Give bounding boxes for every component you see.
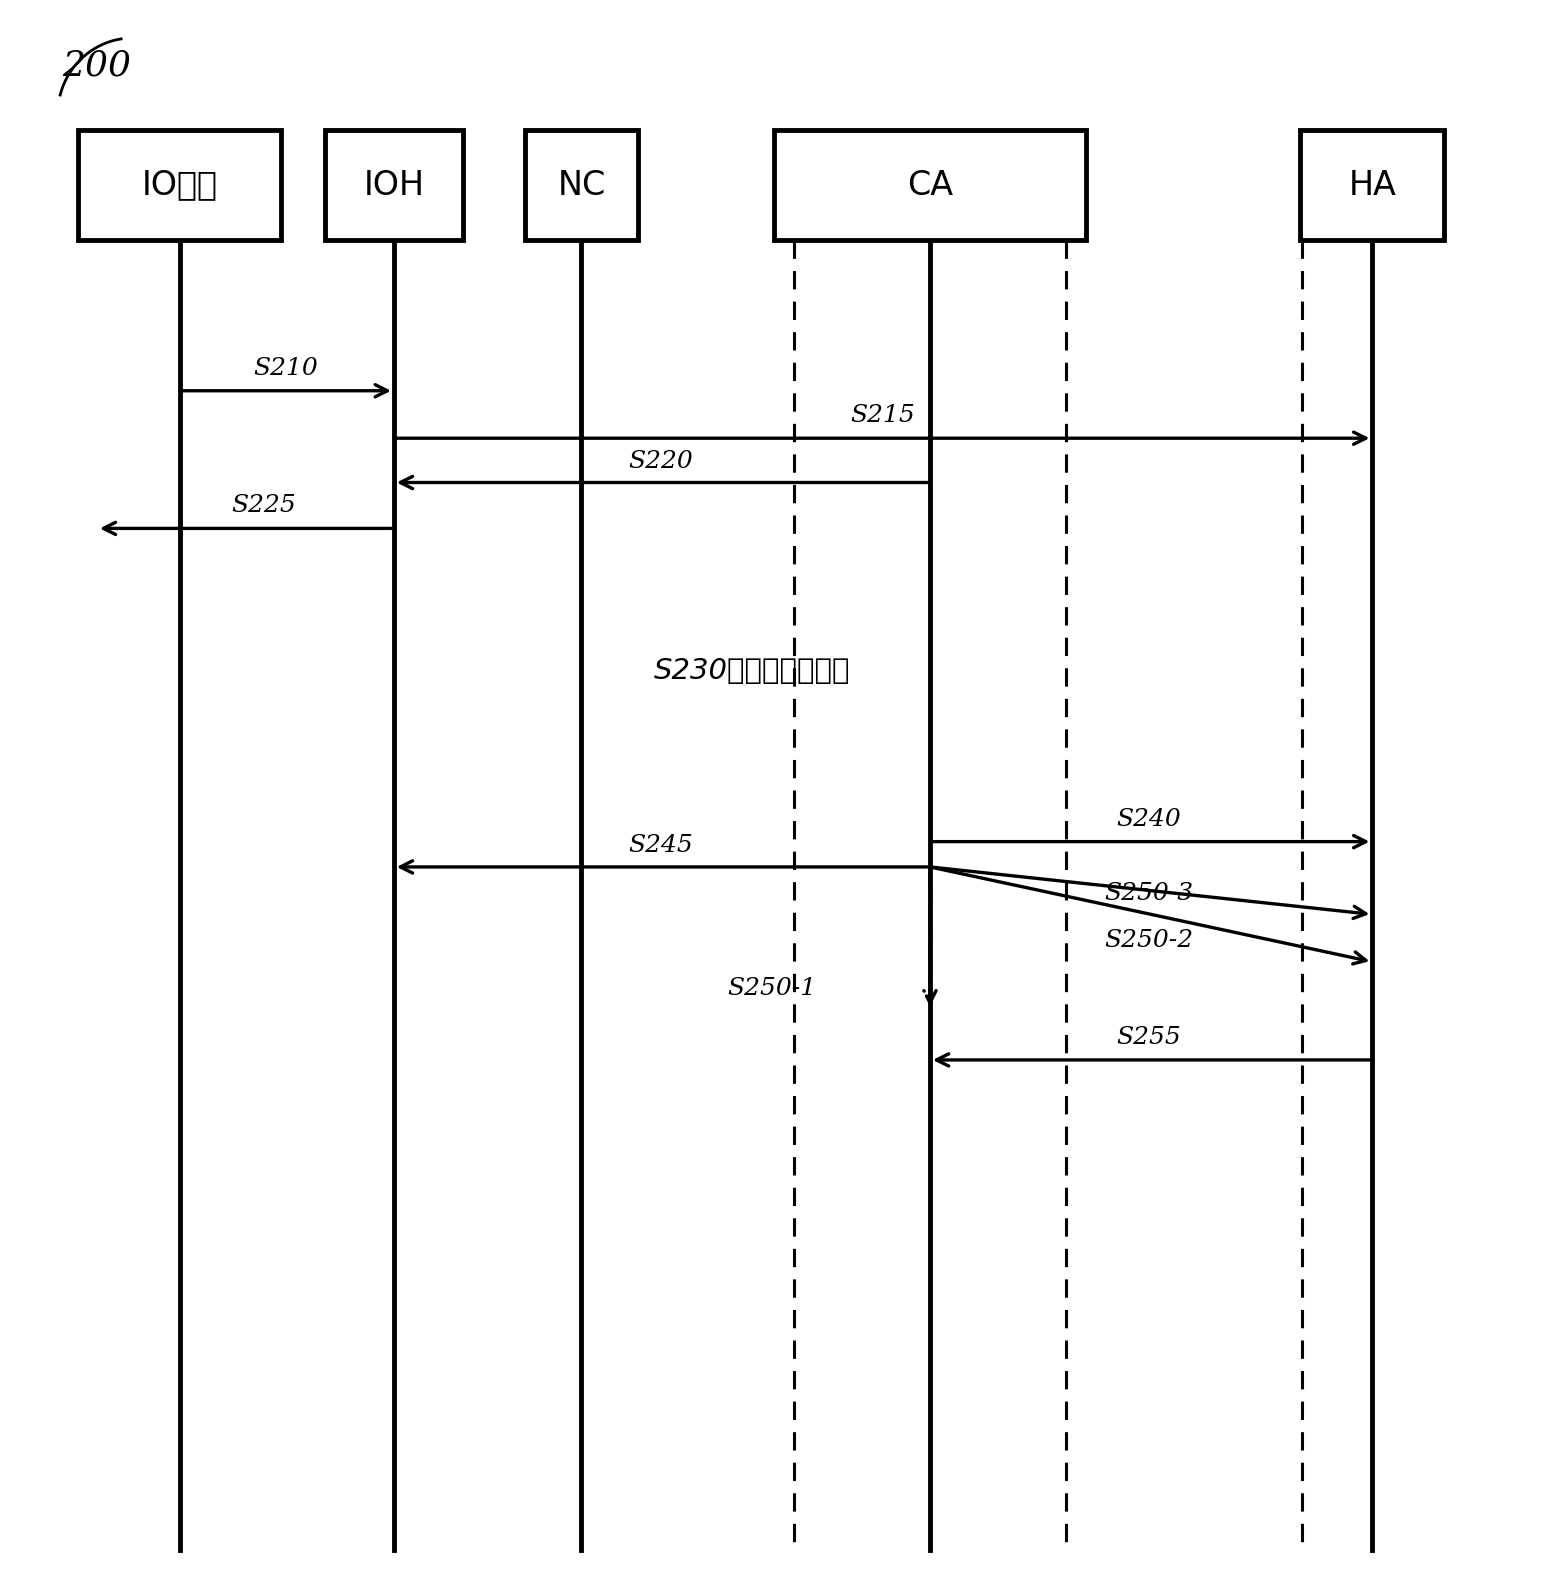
- Text: IOH: IOH: [363, 169, 425, 201]
- Text: S230经过了一段时间: S230经过了一段时间: [653, 657, 850, 685]
- Text: S210: S210: [253, 356, 319, 380]
- Text: S225: S225: [231, 494, 295, 517]
- FancyBboxPatch shape: [774, 130, 1086, 240]
- Text: S250-2: S250-2: [1103, 929, 1194, 952]
- FancyBboxPatch shape: [78, 130, 281, 240]
- FancyBboxPatch shape: [325, 130, 463, 240]
- FancyBboxPatch shape: [525, 130, 638, 240]
- Text: NC: NC: [558, 169, 605, 201]
- Text: S255: S255: [1116, 1025, 1182, 1049]
- Text: S220: S220: [628, 449, 694, 473]
- Text: S245: S245: [628, 834, 694, 857]
- Text: S215: S215: [850, 403, 916, 427]
- FancyBboxPatch shape: [1300, 130, 1444, 240]
- Text: S250-1: S250-1: [727, 976, 816, 1000]
- Text: 200: 200: [63, 49, 131, 82]
- Text: HA: HA: [1349, 169, 1396, 201]
- Text: CA: CA: [907, 169, 953, 201]
- Text: S250-3: S250-3: [1103, 881, 1194, 905]
- Text: S240: S240: [1116, 807, 1182, 831]
- Text: IO设备: IO设备: [142, 169, 217, 201]
